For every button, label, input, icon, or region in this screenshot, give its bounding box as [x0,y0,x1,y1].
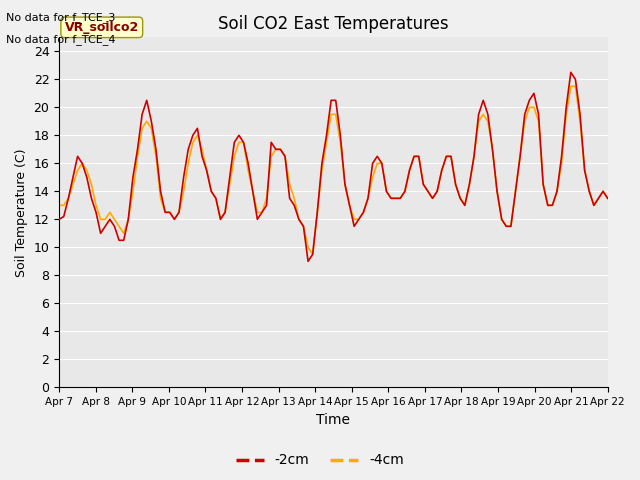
Title: Soil CO2 East Temperatures: Soil CO2 East Temperatures [218,15,449,33]
Text: No data for f_TCE_4: No data for f_TCE_4 [6,34,116,45]
Legend: -2cm, -4cm: -2cm, -4cm [230,448,410,473]
Text: VR_soilco2: VR_soilco2 [65,21,139,34]
Y-axis label: Soil Temperature (C): Soil Temperature (C) [15,148,28,276]
X-axis label: Time: Time [316,413,351,427]
Text: No data for f_TCE_3: No data for f_TCE_3 [6,12,116,23]
